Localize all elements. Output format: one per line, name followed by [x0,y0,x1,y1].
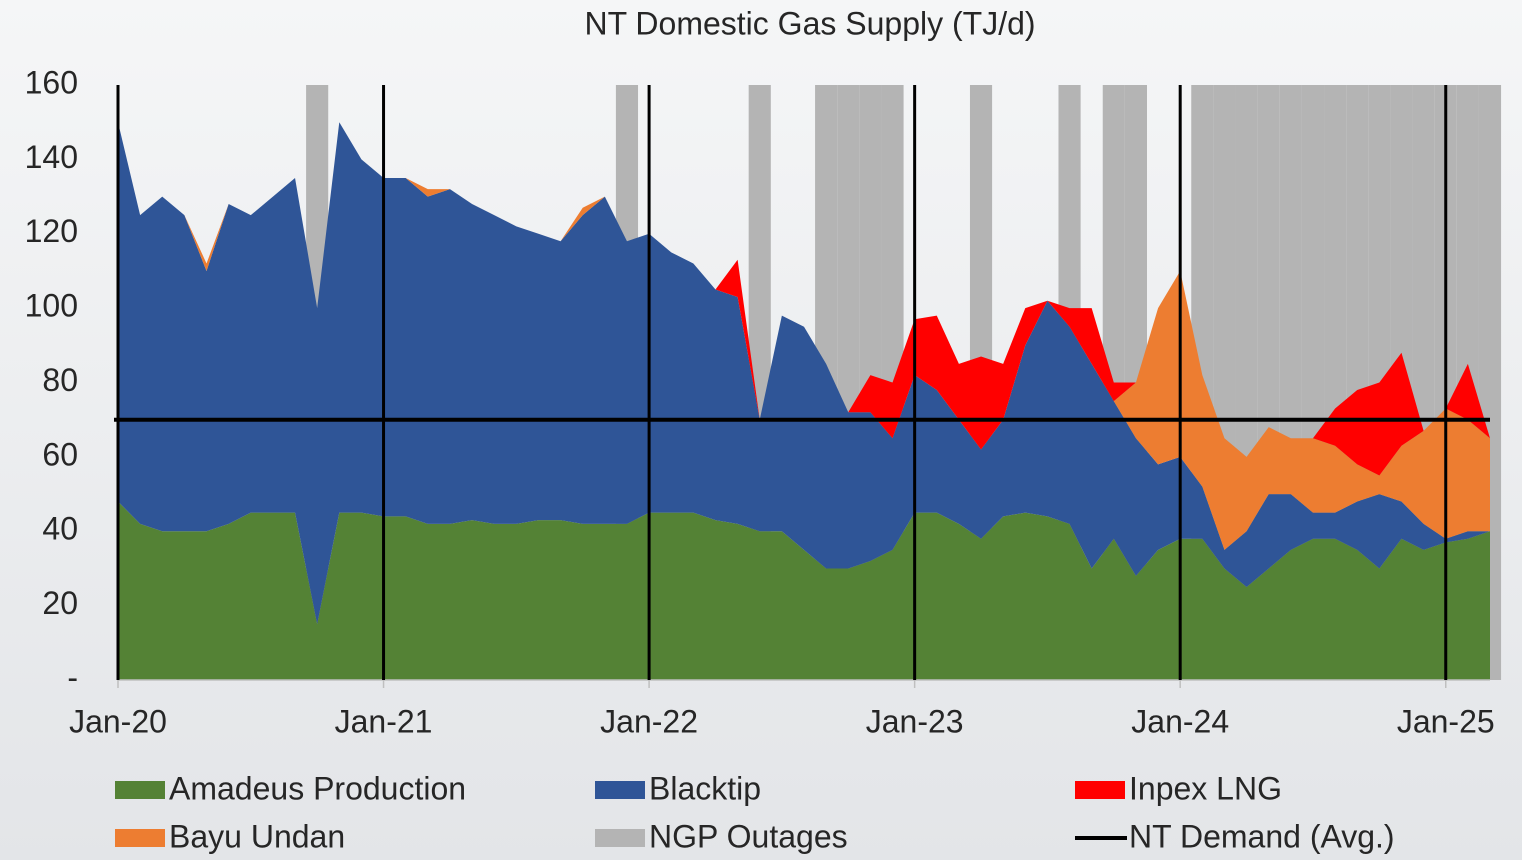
y-tick-label: 100 [25,288,78,324]
x-tick-label: Jan-21 [335,703,433,739]
legend-label: NT Demand (Avg.) [1129,818,1395,854]
legend-label: NGP Outages [649,818,848,854]
y-tick-label: 140 [25,139,78,175]
area [118,122,1490,550]
x-tick-label: Jan-22 [600,703,698,739]
x-tick-label: Jan-25 [1397,703,1495,739]
y-tick-label: 120 [25,213,78,249]
legend-label: Bayu Undan [169,818,345,854]
x-tick-label: Jan-23 [866,703,964,739]
legend-swatch [595,829,645,847]
legend-swatch [115,829,165,847]
legend-swatch [1075,781,1125,799]
y-tick-label: - [67,659,78,695]
legend-swatch [595,781,645,799]
y-tick-label: 60 [42,436,78,472]
legend-label: Amadeus Production [169,770,466,806]
legend-label: Inpex LNG [1129,770,1282,806]
area-layer [118,122,1490,680]
y-tick-label: 80 [42,362,78,398]
y-tick-label: 20 [42,585,78,621]
x-tick-label: Jan-24 [1131,703,1229,739]
y-tick-label: 40 [42,511,78,547]
area [118,122,1490,625]
area [118,501,1490,680]
x-tick-label: Jan-20 [69,703,167,739]
chart-title: NT Domestic Gas Supply (TJ/d) [584,5,1035,41]
legend-label: Blacktip [649,770,761,806]
legend-swatch [115,781,165,799]
area [118,122,1490,476]
foreground-layer: - 20 40 60 80 100 120 140 160 Jan-20 Jan-21 Jan-22 J… [25,64,1495,854]
y-tick-label: 160 [25,64,78,100]
